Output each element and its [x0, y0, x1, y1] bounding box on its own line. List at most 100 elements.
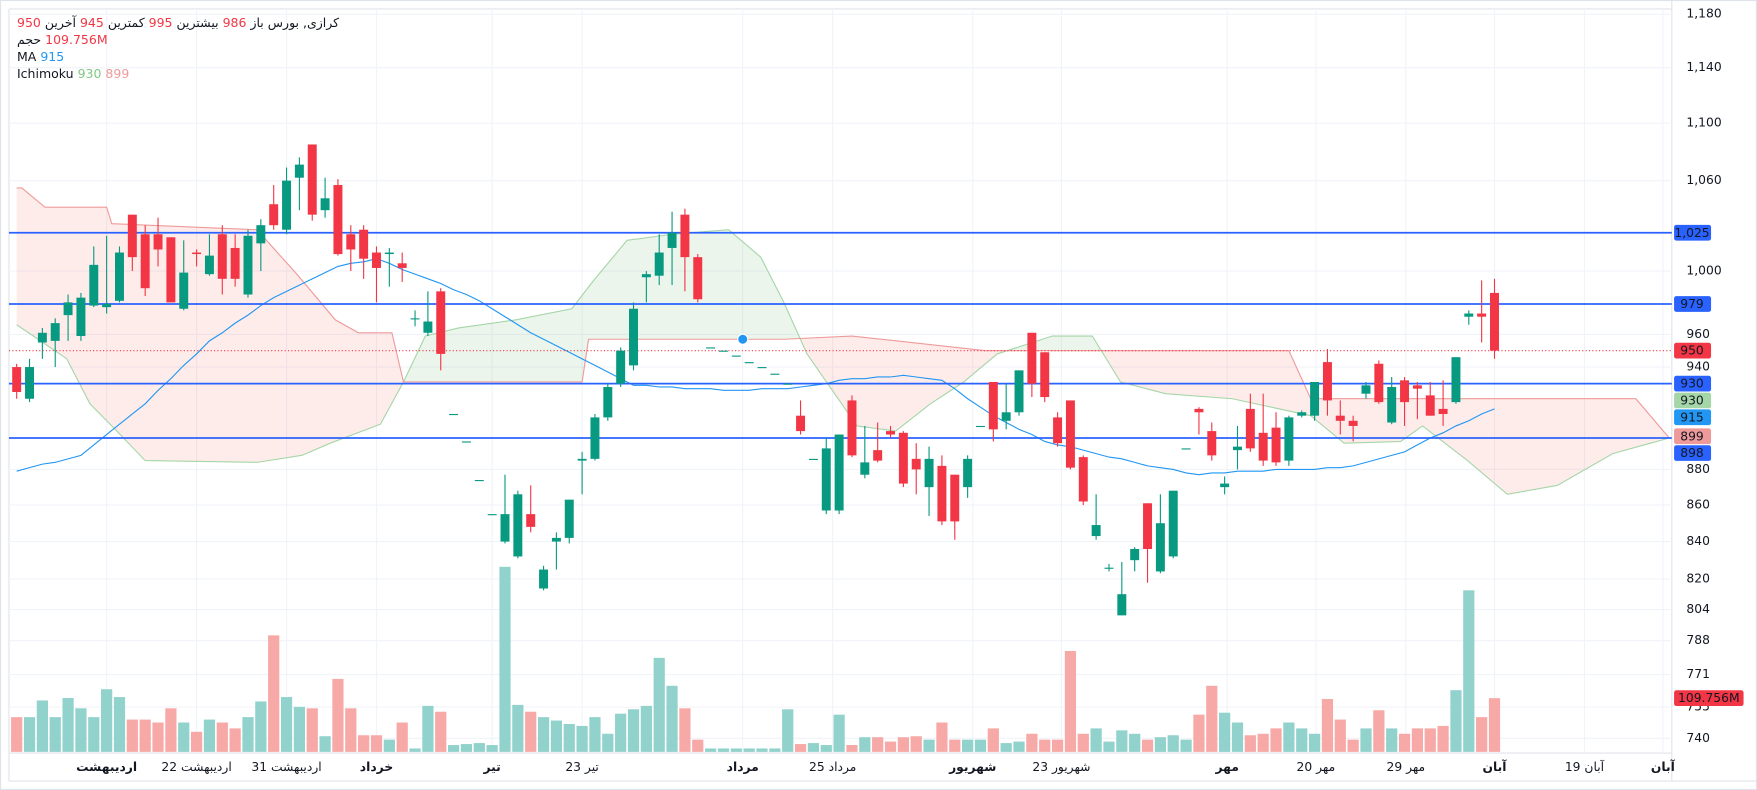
volume-bar — [743, 748, 755, 752]
candle-body — [564, 499, 574, 538]
volume-bar — [769, 748, 781, 752]
volume-bar — [75, 708, 87, 752]
volume-bar — [692, 739, 704, 752]
candle-body — [1001, 412, 1011, 421]
candle-body — [616, 350, 626, 384]
volume-bar — [589, 717, 601, 752]
y-tick-label: 804 — [1686, 602, 1710, 616]
volume-bar — [1424, 728, 1436, 752]
x-tick-label: 23 شهریور — [1032, 760, 1090, 775]
level-label: 898 — [1680, 446, 1704, 460]
candle-body — [1143, 503, 1153, 549]
volume-bar — [1476, 717, 1488, 752]
volume-value: 109.756M — [45, 32, 108, 47]
candle-body — [551, 537, 561, 542]
volume-bar — [910, 736, 922, 752]
volume-bar — [1180, 739, 1192, 752]
ichimoku-span-b — [16, 187, 1670, 439]
volume-bar — [1051, 739, 1064, 752]
event-marker — [737, 333, 749, 345]
volume-bar — [1296, 728, 1308, 752]
candle-body — [1297, 412, 1307, 416]
candle-body — [37, 332, 47, 343]
volume-bar — [11, 717, 23, 752]
candle-body — [706, 347, 716, 349]
candle-body — [1207, 431, 1217, 456]
candle-body — [577, 458, 587, 461]
legend-volume: حجم 109.756M — [17, 31, 339, 48]
volume-bar — [705, 748, 717, 752]
close-value: 950 — [17, 15, 41, 30]
candle-body — [950, 474, 960, 522]
x-tick-label: مهر — [1214, 760, 1238, 774]
candle-body — [423, 321, 433, 333]
volume-bar — [550, 720, 563, 752]
y-tick-label: 840 — [1686, 534, 1710, 548]
x-tick-label: 25 مرداد — [809, 760, 856, 775]
volume-bar — [409, 748, 421, 752]
candle-body — [963, 458, 973, 488]
candle-body — [629, 308, 638, 366]
candle-body — [1477, 313, 1487, 317]
candle-body — [654, 252, 664, 276]
volume-bar — [640, 705, 652, 752]
y-tick-label: 740 — [1686, 731, 1710, 745]
volume-bar — [190, 731, 203, 752]
ichimoku-label-box — [1674, 392, 1712, 409]
volume-bar — [1347, 739, 1359, 752]
high-name: بیشترین — [176, 15, 219, 30]
candle-body — [397, 263, 407, 268]
close-name: آخرین — [44, 15, 76, 30]
ichimoku-label-box — [1674, 428, 1712, 445]
candle-body — [372, 252, 381, 268]
candle-body — [307, 144, 317, 215]
legend-ohlc: 950 آخرین 945 کمترین 995 بیشترین 986 باز کرا… — [17, 14, 339, 31]
y-tick-label: 860 — [1686, 498, 1710, 512]
candle-body — [359, 229, 369, 259]
volume-bar — [345, 708, 357, 752]
candle-body — [1053, 417, 1063, 444]
volume-bar — [653, 657, 665, 752]
candle-body — [217, 234, 227, 279]
volume-bar — [319, 736, 331, 752]
volume-bar — [1334, 719, 1346, 752]
candle-body — [770, 373, 780, 375]
y-tick-label: 1,060 — [1686, 173, 1721, 187]
volume-bar — [782, 709, 794, 752]
candle-body — [667, 232, 677, 248]
volume-bar — [1488, 698, 1501, 752]
x-tick-label: 23 تیر — [565, 760, 599, 775]
legend-ma: MA 915 — [17, 48, 339, 65]
candle-body — [449, 413, 459, 416]
candle-body — [937, 465, 947, 522]
volume — [11, 566, 1501, 752]
volume-bar — [1090, 728, 1102, 752]
volume-bar — [833, 714, 845, 752]
candle-body — [230, 247, 240, 279]
candle-body — [886, 431, 896, 435]
symbol: کرازی, بورس — [267, 15, 340, 30]
volume-bar — [1411, 728, 1423, 752]
volume-bar — [1154, 737, 1166, 752]
candle-body — [204, 255, 214, 275]
volume-bar — [807, 743, 820, 752]
volume-bar — [203, 719, 216, 752]
volume-bar — [435, 711, 447, 752]
x-tick-label: 29 مهر — [1386, 760, 1425, 775]
volume-bar — [563, 723, 575, 752]
candle-body — [847, 400, 857, 456]
x-tick-label: خرداد — [360, 760, 393, 774]
volume-bar — [1244, 735, 1256, 752]
x-tick-label: اردیبهشت — [76, 760, 137, 774]
volume-bar — [23, 717, 36, 752]
candle-body — [834, 434, 844, 511]
volume-bar — [280, 697, 293, 752]
candle-body — [1117, 594, 1127, 616]
volume-bar — [152, 722, 164, 752]
volume-bar — [872, 737, 884, 752]
volume-bar — [499, 566, 511, 752]
volume-bar — [447, 745, 460, 752]
volume-bar — [1270, 728, 1282, 752]
candle-body — [1348, 420, 1358, 426]
candle-body — [680, 214, 690, 258]
